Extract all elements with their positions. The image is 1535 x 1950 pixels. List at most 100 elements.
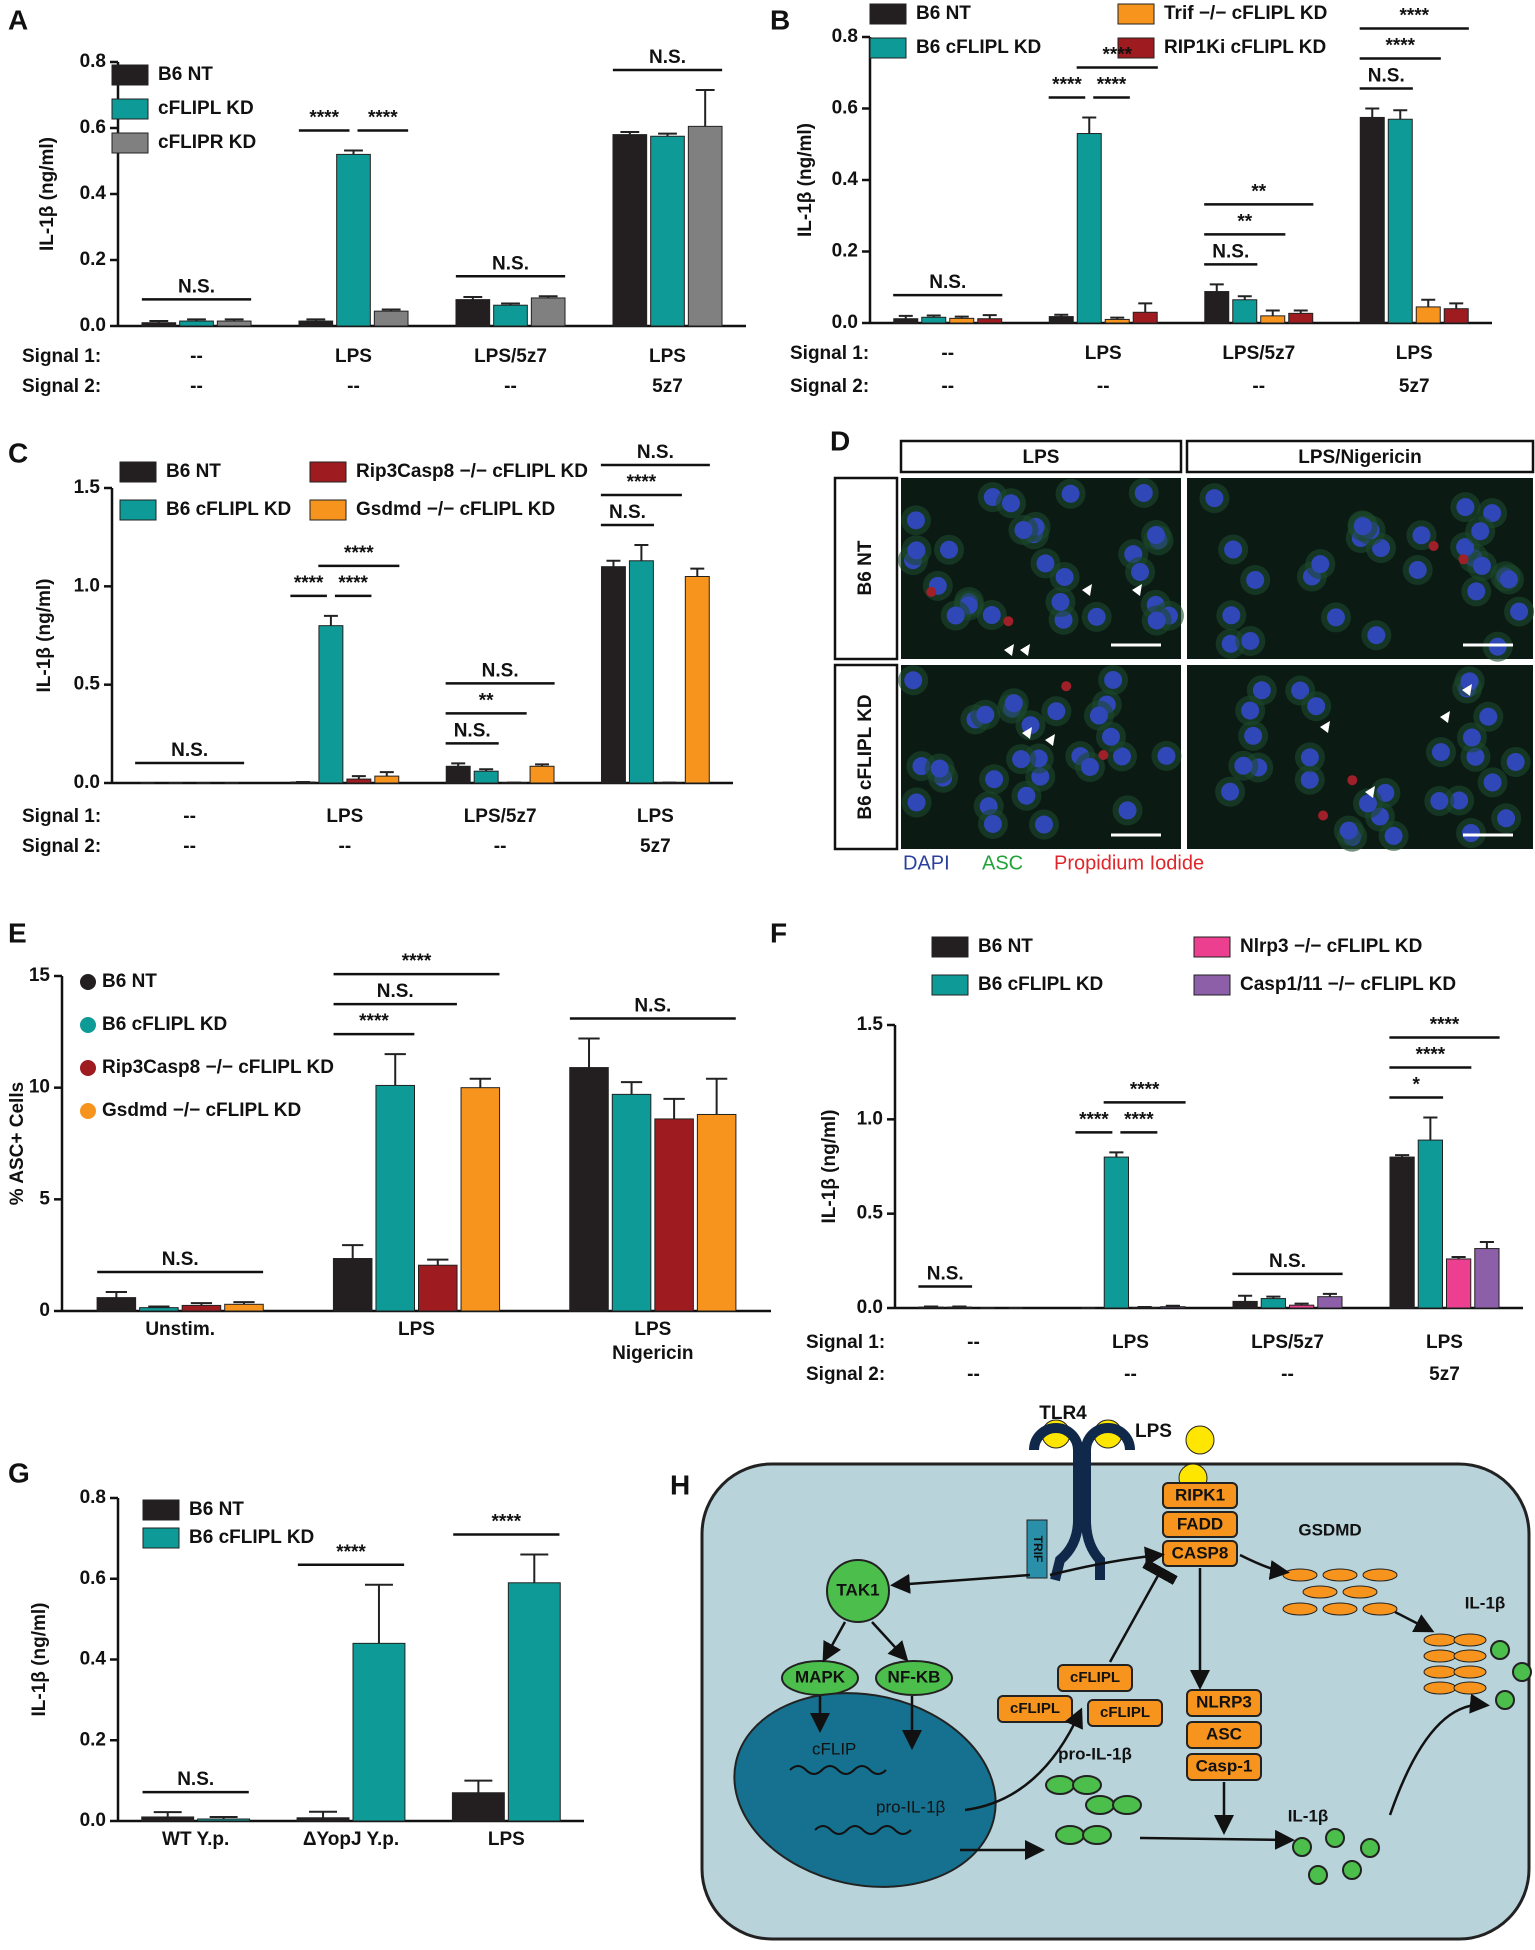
legend-swatch	[142, 1499, 180, 1521]
stain-legend: Propidium Iodide	[1054, 852, 1204, 874]
legend-label: Trif −/− cFLIPL KD	[1164, 3, 1327, 24]
bar	[1446, 1258, 1472, 1309]
label: cFLIPL	[1010, 1700, 1060, 1717]
significance-label: N.S.	[162, 1249, 199, 1270]
nucleus	[1246, 570, 1265, 589]
y-tick-label: 0.0	[80, 315, 106, 336]
asc-speck-arrow	[1132, 584, 1142, 596]
error-bar	[578, 1037, 600, 1068]
bar	[374, 775, 400, 784]
protein-box	[1057, 1664, 1133, 1692]
panel-letter: B	[770, 4, 790, 35]
nucleus	[946, 606, 965, 625]
error-bar	[1423, 1116, 1438, 1141]
y-tick-label: 0.0	[80, 1810, 106, 1831]
bar	[893, 318, 919, 324]
legend-swatch	[869, 37, 907, 59]
y-tick-label: 0.2	[832, 241, 858, 262]
row-header	[833, 663, 899, 851]
legend-label: cFLIPL KD	[158, 98, 254, 119]
nucleus	[1224, 540, 1243, 559]
y-axis-label: IL-1β (ng/ml)	[29, 1603, 50, 1717]
error-bar	[309, 1810, 338, 1818]
signal-value: LPS	[1396, 343, 1433, 364]
bar	[977, 318, 1003, 324]
signal-value: LPS/5z7	[1251, 1332, 1324, 1353]
signal-value: LPS	[637, 806, 674, 827]
x-tick-label: ΔYopJ Y.p.	[302, 1829, 400, 1850]
column-label: LPS/Nigericin	[1298, 447, 1422, 468]
y-tick-label: 0.6	[832, 98, 858, 119]
bar	[1359, 116, 1385, 324]
nucleus	[1221, 634, 1240, 653]
y-tick-label: 0.6	[80, 1568, 106, 1589]
error-bar	[1265, 309, 1280, 316]
legend-label: B6 cFLIPL KD	[916, 37, 1041, 58]
error-bar	[384, 1053, 406, 1086]
y-tick-label: 0	[39, 1300, 50, 1321]
bar	[628, 560, 654, 784]
pi-cell	[1061, 681, 1072, 692]
signal-value: --	[967, 1364, 980, 1385]
bar	[654, 1118, 694, 1312]
error-bar	[148, 1305, 170, 1308]
asc-speck-arrow	[1045, 734, 1055, 746]
label: TRIF	[1031, 1536, 1045, 1563]
signal-value: --	[339, 836, 352, 857]
signal-row-label: Signal 2:	[22, 836, 101, 857]
nucleus	[1462, 824, 1481, 843]
signal-value: --	[190, 376, 203, 397]
panel-letter: G	[8, 1457, 30, 1488]
significance-label: ****	[1130, 1079, 1160, 1100]
y-tick-label: 0.4	[80, 183, 107, 204]
significance-label: ****	[1385, 36, 1415, 57]
pi-cell	[1098, 750, 1109, 761]
nucleus	[1131, 562, 1150, 581]
bar	[1260, 1298, 1286, 1309]
error-bar	[1479, 1240, 1494, 1249]
nucleus	[982, 606, 1001, 625]
legend-label: Gsdmd −/− cFLIPL KD	[356, 499, 555, 520]
nucleus	[1307, 697, 1326, 716]
bar	[460, 1087, 501, 1312]
legend-label: B6 NT	[158, 64, 213, 85]
gsdmd-fragments	[1282, 1568, 1398, 1616]
error-bar	[379, 771, 394, 777]
significance-label: N.S.	[649, 47, 686, 68]
bar	[529, 765, 555, 784]
row-label: B6 NT	[855, 540, 876, 595]
nucleus	[1488, 637, 1507, 656]
significance-label: ****	[338, 573, 368, 594]
legend-swatch	[1117, 3, 1155, 25]
bar	[375, 1084, 415, 1312]
error-bar	[1165, 1304, 1180, 1307]
error-bar	[924, 1305, 939, 1308]
signal-value: 5z7	[1399, 376, 1430, 397]
nucleus	[1384, 826, 1403, 845]
gsdmd-pore	[1423, 1633, 1487, 1695]
bar	[1232, 299, 1258, 324]
error-bar	[306, 318, 326, 322]
legend-swatch	[80, 1103, 96, 1119]
signal-row-label: Signal 1:	[22, 346, 101, 367]
y-axis-label: % ASC+ Cells	[7, 1082, 28, 1205]
nucleus	[1104, 670, 1123, 689]
error-bar	[233, 1301, 255, 1305]
error-bar	[1238, 1294, 1253, 1302]
bar	[1288, 312, 1314, 324]
bar	[141, 1816, 195, 1822]
error-bar	[342, 1244, 364, 1259]
signal-row-label: Signal 1:	[790, 343, 869, 364]
error-bar	[982, 314, 997, 319]
nucleus	[1244, 726, 1263, 745]
bar	[1387, 118, 1413, 324]
bar	[684, 576, 710, 784]
significance-label: ****	[1416, 1044, 1446, 1065]
legend-swatch	[1193, 974, 1231, 996]
significance-label: ****	[1399, 6, 1429, 27]
error-bar	[706, 1077, 728, 1115]
nucleus	[1081, 757, 1100, 776]
protein-box	[1186, 1721, 1262, 1749]
nucleus	[1300, 770, 1319, 789]
nucleus	[1147, 526, 1166, 545]
